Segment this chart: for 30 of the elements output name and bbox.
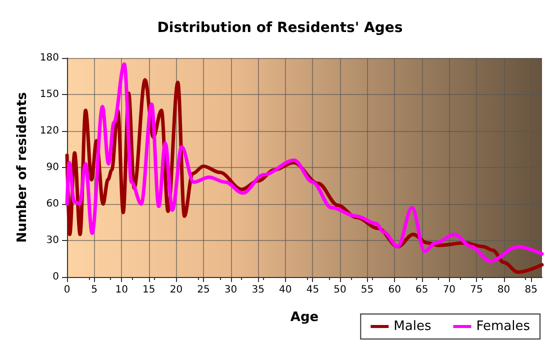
x-tick-label: 5 <box>91 284 98 296</box>
x-tick-label: 0 <box>64 284 70 296</box>
x-tick-label: 25 <box>197 284 210 296</box>
x-tick-label: 35 <box>252 284 264 296</box>
x-tick-label: 40 <box>279 284 292 296</box>
y-tick-label: 120 <box>40 126 59 136</box>
x-axis-title: Age <box>290 310 319 325</box>
x-tick-label: 20 <box>170 284 183 296</box>
y-axis-title: Number of residents <box>15 92 30 243</box>
legend-label: Females <box>476 319 530 334</box>
chart-title: Distribution of Residents' Ages <box>157 20 403 36</box>
y-tick-label: 90 <box>46 162 59 173</box>
x-tick-label: 80 <box>497 284 510 296</box>
x-tick-label: 65 <box>416 284 428 296</box>
x-tick-label: 10 <box>115 284 128 296</box>
y-tick-label: 0 <box>52 272 59 282</box>
x-tick-label: 15 <box>142 284 156 296</box>
legend-label: Males <box>394 319 432 334</box>
x-tick-label: 60 <box>388 284 401 296</box>
x-tick-label: 75 <box>470 284 483 296</box>
x-tick-label: 50 <box>334 284 346 296</box>
y-tick-label: 150 <box>40 89 59 100</box>
x-tick-label: 45 <box>306 284 320 296</box>
x-tick-label: 55 <box>360 284 374 296</box>
x-tick-label: 30 <box>224 284 238 296</box>
y-tick-label: 180 <box>40 52 59 64</box>
y-tick-label: 60 <box>46 198 59 210</box>
x-tick-label: 85 <box>524 284 538 296</box>
y-tick-label: 30 <box>46 235 59 246</box>
x-tick-label: 70 <box>442 284 456 296</box>
